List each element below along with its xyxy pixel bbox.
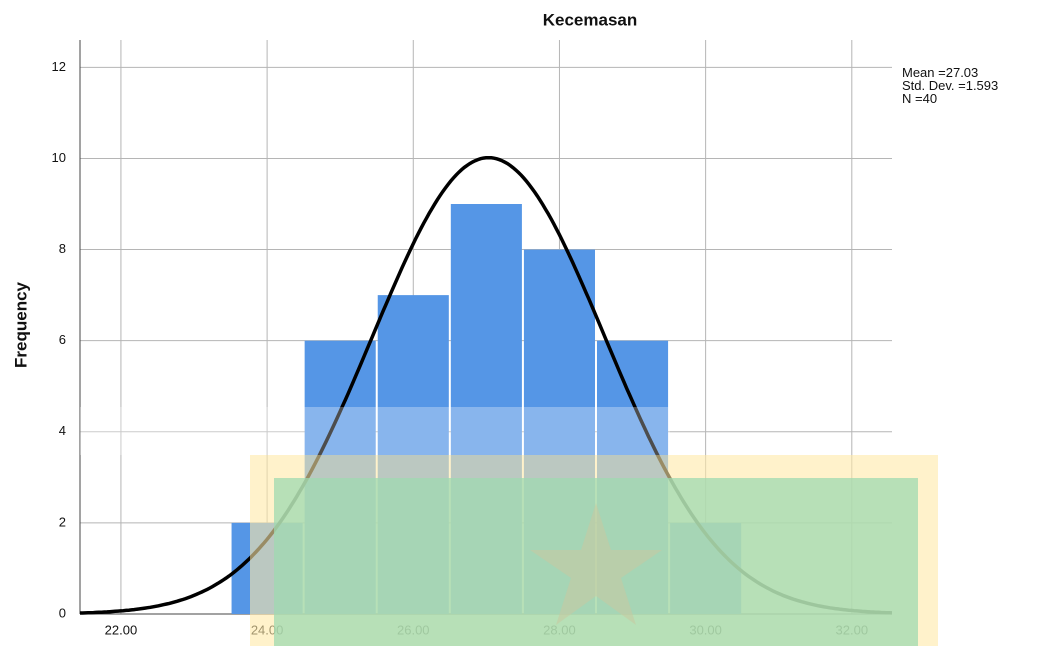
stat-value: 27.03: [946, 65, 979, 80]
stat-label: Mean =: [902, 65, 946, 80]
bar: [523, 249, 595, 615]
chart-title: Kecemasan: [543, 10, 638, 29]
y-tick-label: 12: [52, 59, 66, 74]
y-tick-label: 2: [59, 514, 66, 529]
stat-value: 40: [923, 91, 937, 106]
x-tick-label: 26.00: [397, 622, 430, 637]
stats: Mean =27.03 Std. Dev. =1.593 N =40: [902, 65, 998, 106]
y-tick-label: 0: [59, 605, 66, 620]
x-tick-label: 24.00: [251, 622, 284, 637]
stat-mean: Mean =27.03: [902, 65, 978, 80]
x-tick-label: 30.00: [689, 622, 722, 637]
y-tick-label: 8: [59, 241, 66, 256]
stat-sd: Std. Dev. =1.593: [902, 78, 998, 93]
bar: [450, 204, 522, 614]
x-tick-label: 32.00: [836, 622, 869, 637]
y-tick-label: 4: [59, 423, 66, 438]
plot-area: 0 2 4 6 8 10 12 22.00 24.00 26.00 28.00 30.00 32.00: [52, 40, 893, 637]
stat-value: 1.593: [966, 78, 999, 93]
y-tick-label: 10: [52, 150, 66, 165]
bar: [377, 295, 449, 614]
stat-label: N =: [902, 91, 923, 106]
y-axis-label: Frequency: [11, 281, 30, 368]
bar: [596, 340, 669, 614]
y-tick-label: 6: [59, 332, 66, 347]
x-tick-label: 22.00: [105, 622, 138, 637]
x-tick-label: 28.00: [543, 622, 576, 637]
bar: [304, 340, 376, 614]
stat-n: N =40: [902, 91, 937, 106]
stat-label: Std. Dev. =: [902, 78, 966, 93]
